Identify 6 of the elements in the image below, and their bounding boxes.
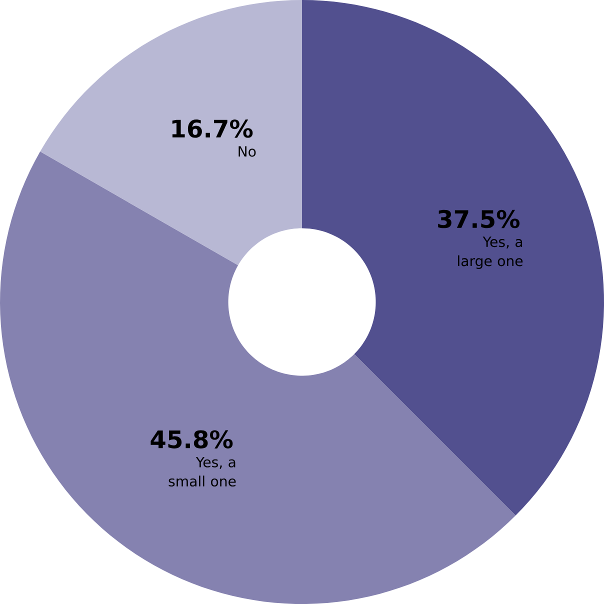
slice-label: Yes, a large one (458, 236, 523, 269)
slice-label: Yes, a small one (168, 456, 236, 487)
data-label: 37.5% (438, 210, 520, 228)
data-label: 16.7% (172, 119, 253, 138)
data-label: 45.8% (150, 430, 233, 448)
slice-label: No (238, 146, 256, 157)
